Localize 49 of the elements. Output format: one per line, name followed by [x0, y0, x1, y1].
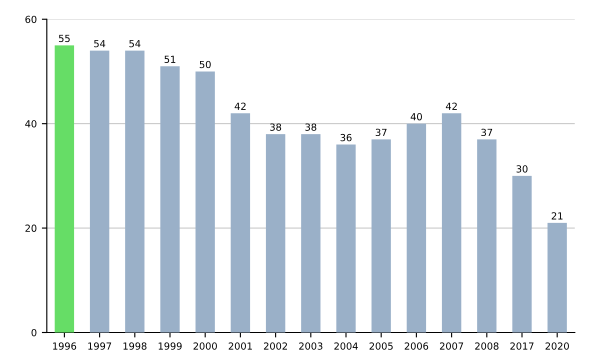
x-tick-label: 2006: [404, 342, 428, 350]
x-tick-label: 2000: [194, 342, 217, 350]
bar: [406, 124, 426, 332]
y-tick-label: 20: [25, 224, 36, 232]
data-label: 38: [305, 123, 316, 131]
data-label: 38: [270, 123, 282, 131]
data-label: 42: [446, 102, 457, 110]
bar: [160, 66, 180, 332]
x-tick-label: 2001: [228, 342, 252, 350]
data-label: 40: [410, 113, 422, 120]
x-tick-label: 2007: [440, 342, 464, 350]
x-tick-label: 1996: [53, 342, 76, 350]
x-tick-label: 1999: [158, 342, 182, 350]
data-label: 50: [200, 60, 211, 68]
y-tick-label: 60: [25, 16, 36, 24]
x-tick-label: 2004: [334, 342, 358, 350]
data-label: 21: [552, 212, 562, 220]
data-label: 54: [129, 40, 140, 48]
bar: [54, 45, 74, 332]
bar: [548, 222, 567, 332]
data-label: 30: [516, 165, 528, 173]
x-tick-label: 2017: [510, 342, 534, 350]
bar: [90, 50, 110, 332]
x-tick-label: 2002: [264, 342, 287, 350]
data-label: 37: [376, 128, 387, 136]
y-tick-label: 0: [32, 328, 36, 336]
bar: [336, 144, 356, 332]
bar: [442, 113, 462, 332]
bar: [512, 176, 532, 332]
bar: [230, 113, 250, 332]
bar: [477, 139, 496, 332]
y-tick-label: 40: [25, 120, 36, 128]
data-label: 37: [481, 128, 492, 136]
bar: [266, 134, 286, 332]
data-label: 54: [94, 40, 106, 48]
x-tick-label: 1997: [88, 342, 112, 350]
x-tick-label: 2003: [299, 342, 322, 350]
bar: [125, 50, 144, 332]
x-tick-label: 1998: [123, 342, 147, 350]
data-label: 51: [164, 56, 176, 63]
bar: [372, 139, 391, 332]
bar: [301, 134, 320, 332]
data-label: 42: [234, 102, 246, 110]
x-tick-label: 2005: [370, 342, 393, 350]
data-label: 55: [58, 34, 70, 42]
data-label: 36: [340, 134, 352, 142]
x-tick-label: 2008: [475, 342, 499, 350]
x-tick-label: 2020: [546, 342, 569, 350]
bar: [196, 71, 215, 332]
